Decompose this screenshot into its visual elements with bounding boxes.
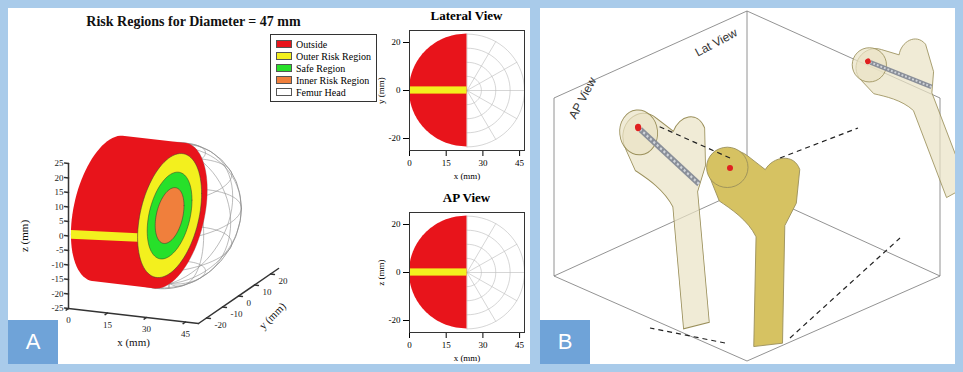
html-text:AP View: AP View bbox=[442, 190, 491, 205]
svg-text:45: 45 bbox=[515, 340, 525, 350]
svg-text:15: 15 bbox=[103, 320, 113, 330]
svg-text:5: 5 bbox=[59, 216, 64, 226]
svg-text:AP View: AP View bbox=[566, 75, 600, 122]
svg-text:20: 20 bbox=[392, 219, 402, 229]
svg-text:30: 30 bbox=[478, 340, 488, 350]
svg-text:z (mm): z (mm) bbox=[18, 220, 31, 252]
svg-text:20: 20 bbox=[279, 276, 289, 286]
svg-text:0: 0 bbox=[247, 298, 252, 308]
svg-text:Risk Regions for Diameter = 47: Risk Regions for Diameter = 47 mm bbox=[86, 14, 301, 29]
svg-text:25: 25 bbox=[55, 158, 65, 168]
svg-text:0: 0 bbox=[396, 85, 401, 95]
svg-text:0: 0 bbox=[407, 158, 412, 168]
svg-text:-20: -20 bbox=[215, 320, 227, 330]
svg-text:x (mm): x (mm) bbox=[454, 353, 481, 363]
svg-text:0: 0 bbox=[396, 267, 401, 277]
svg-text:y (mm): y (mm) bbox=[376, 77, 386, 104]
svg-text:y (mm): y (mm) bbox=[256, 300, 289, 333]
svg-text:-10: -10 bbox=[52, 260, 64, 270]
svg-text:-5: -5 bbox=[56, 245, 64, 255]
html-text:Outside: Outside bbox=[296, 38, 328, 50]
svg-text:45: 45 bbox=[515, 158, 525, 168]
svg-text:10: 10 bbox=[263, 287, 273, 297]
html-text:A: A bbox=[25, 329, 41, 354]
svg-text:20: 20 bbox=[55, 173, 65, 183]
svg-text:Lat View: Lat View bbox=[693, 25, 740, 59]
svg-text:0: 0 bbox=[59, 231, 64, 241]
svg-text:-25: -25 bbox=[52, 303, 64, 313]
html-text:Lateral View: Lateral View bbox=[430, 8, 503, 23]
svg-text:30: 30 bbox=[478, 158, 488, 168]
svg-text:-20: -20 bbox=[389, 315, 401, 325]
svg-text:15: 15 bbox=[442, 340, 452, 350]
html-text:B: B bbox=[557, 329, 573, 354]
html-text:Safe Region: Safe Region bbox=[296, 62, 346, 74]
svg-text:z (mm): z (mm) bbox=[376, 259, 386, 285]
svg-text:15: 15 bbox=[442, 158, 452, 168]
svg-text:-20: -20 bbox=[389, 133, 401, 143]
svg-text:-15: -15 bbox=[52, 274, 64, 284]
svg-text:10: 10 bbox=[55, 202, 65, 212]
svg-text:20: 20 bbox=[392, 37, 402, 47]
svg-text:-10: -10 bbox=[231, 309, 243, 319]
svg-text:15: 15 bbox=[55, 187, 65, 197]
svg-text:-20: -20 bbox=[52, 289, 64, 299]
svg-text:x (mm): x (mm) bbox=[454, 171, 481, 181]
svg-text:0: 0 bbox=[66, 315, 71, 325]
html-text:Outer Risk Region: Outer Risk Region bbox=[296, 50, 371, 62]
svg-text:0: 0 bbox=[407, 340, 412, 350]
html-text:Inner Risk Region: Inner Risk Region bbox=[296, 74, 370, 86]
svg-text:45: 45 bbox=[181, 329, 191, 339]
svg-text:30: 30 bbox=[142, 324, 152, 334]
html-text:Femur Head: Femur Head bbox=[296, 86, 346, 98]
svg-text:x (mm): x (mm) bbox=[117, 336, 150, 349]
